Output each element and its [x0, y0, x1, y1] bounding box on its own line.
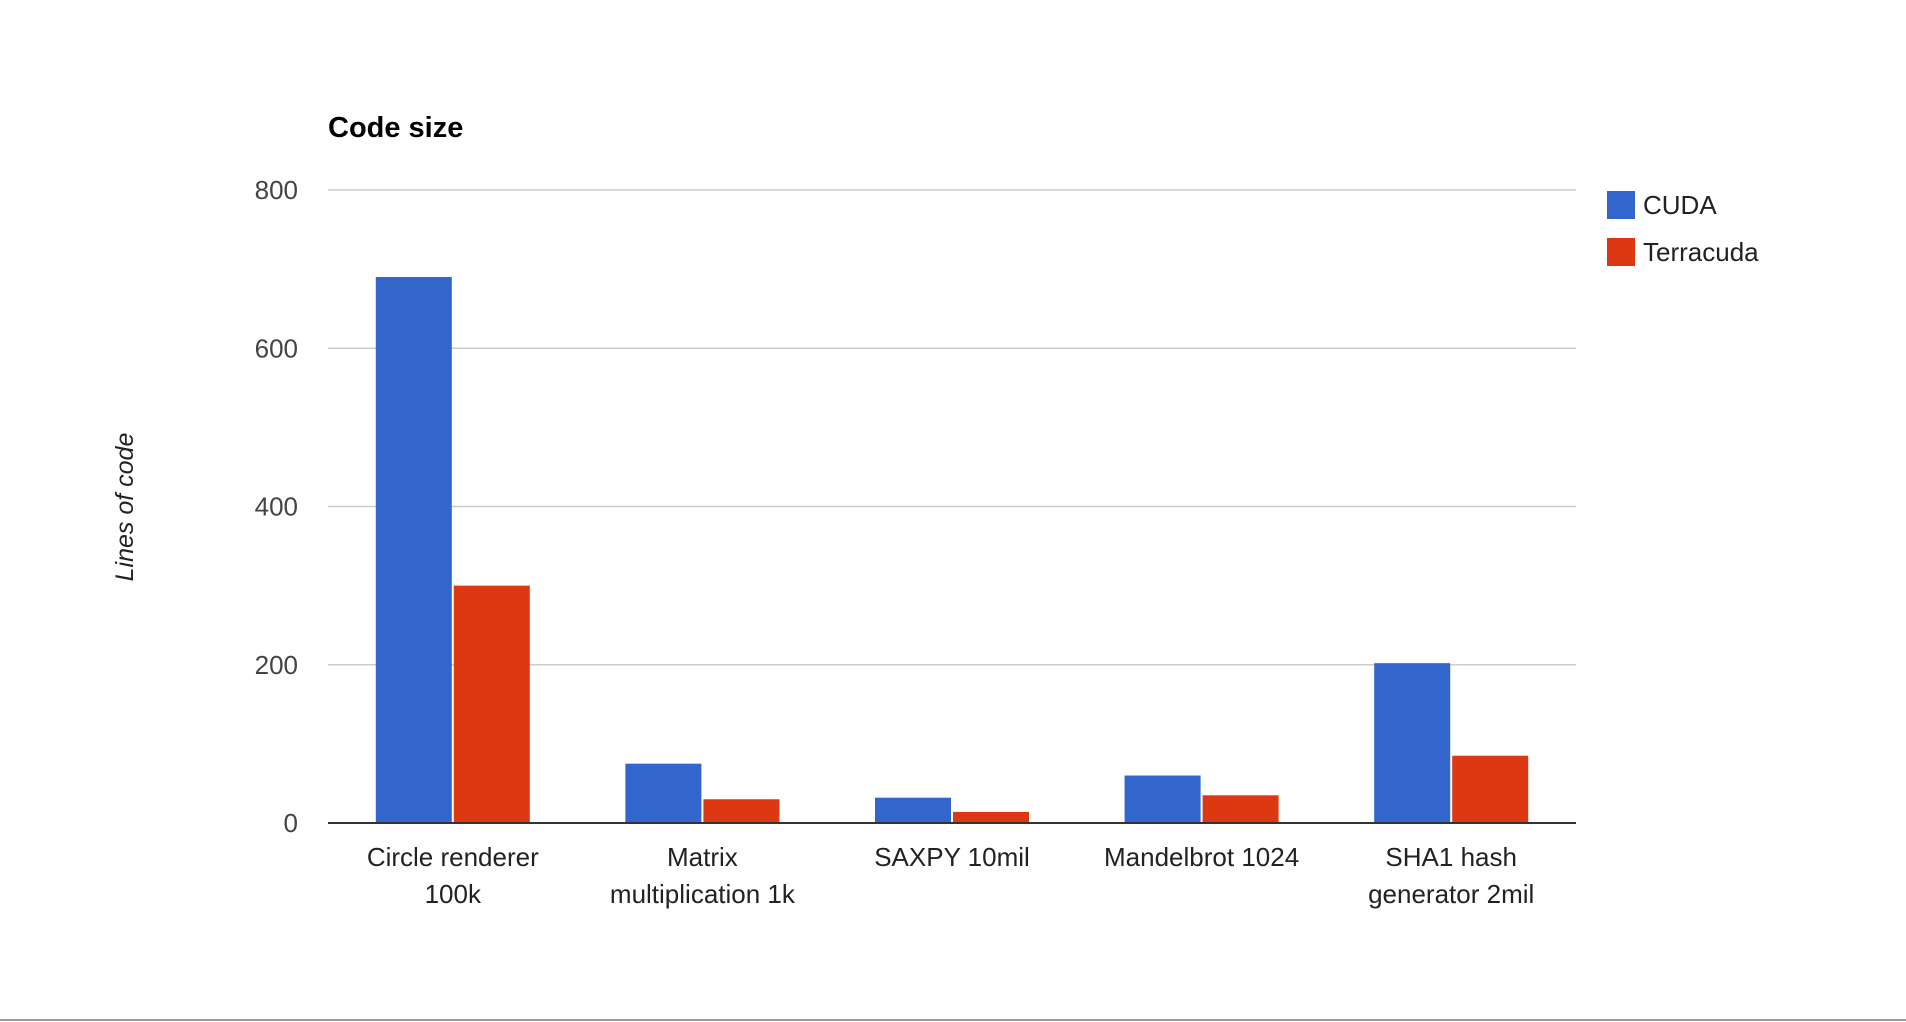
bar-terracuda-3 [953, 811, 1029, 823]
y-tick-label: 400 [255, 492, 298, 522]
x-tick-label: SAXPY 10mil [874, 842, 1030, 872]
legend-swatch-terracuda [1607, 238, 1635, 266]
x-tick-label: Matrix multiplication 1k [610, 842, 796, 909]
y-tick-labels: 0 200 400 600 800 [255, 175, 298, 838]
bar-cuda-1 [375, 277, 452, 824]
bar-cuda-3 [875, 797, 951, 823]
legend-label-terracuda: Terracuda [1643, 237, 1759, 267]
gridlines [328, 189, 1576, 666]
x-tick-labels: Circle renderer 100k Matrix multiplication … [367, 842, 1534, 909]
bar-cuda-2 [625, 763, 702, 823]
legend-label-cuda: CUDA [1643, 190, 1717, 220]
x-tick-label: Circle renderer 100k [367, 842, 539, 909]
bar-cuda-4 [1124, 775, 1201, 823]
bar-terracuda-1 [453, 585, 530, 823]
y-axis-label: Lines of code [111, 433, 139, 582]
bar-cuda-5 [1374, 663, 1451, 823]
y-tick-label: 800 [255, 175, 298, 205]
bar-terracuda-2 [703, 799, 780, 823]
x-tick-label: Mandelbrot 1024 [1104, 842, 1299, 872]
y-tick-label: 200 [255, 650, 298, 680]
y-tick-label: 600 [255, 333, 298, 363]
y-tick-label: 0 [284, 808, 298, 838]
bar-terracuda-4 [1202, 795, 1279, 823]
bottom-divider [0, 1019, 1906, 1021]
bar-terracuda-5 [1452, 755, 1529, 823]
chart-title: Code size [328, 112, 463, 144]
bars [375, 277, 1529, 824]
legend-swatch-cuda [1607, 191, 1635, 219]
x-tick-label: SHA1 hash generator 2mil [1368, 842, 1534, 909]
legend: CUDA Terracuda [1607, 190, 1759, 267]
